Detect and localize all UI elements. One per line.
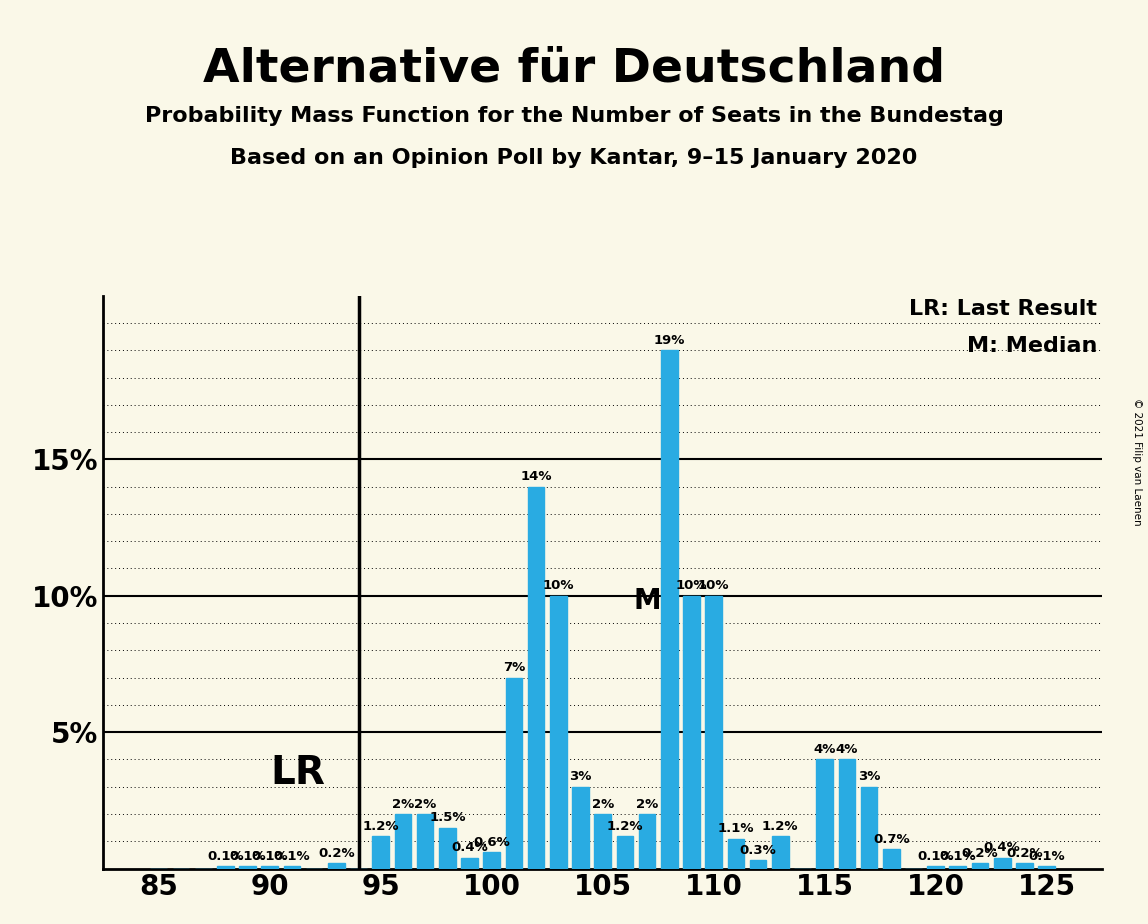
Bar [217,866,234,869]
Text: 4%: 4% [836,743,858,756]
Text: 10%: 10% [698,579,729,592]
Text: © 2021 Filip van Laenen: © 2021 Filip van Laenen [1132,398,1142,526]
Text: 1.5%: 1.5% [429,811,466,824]
Text: 0.4%: 0.4% [451,842,488,855]
Text: 19%: 19% [653,334,685,347]
Text: 1.2%: 1.2% [606,820,643,833]
Text: 7%: 7% [503,662,525,675]
Bar [595,814,611,869]
Bar [728,839,744,869]
Text: 1.2%: 1.2% [762,820,799,833]
Bar [816,760,833,869]
Bar [528,487,544,869]
Text: 0.1%: 0.1% [1029,849,1065,863]
Text: 0.1%: 0.1% [230,849,266,863]
Bar [928,866,944,869]
Bar [262,866,278,869]
Text: 3%: 3% [569,771,591,784]
Text: 0.1%: 0.1% [273,849,310,863]
Text: Alternative für Deutschland: Alternative für Deutschland [203,46,945,91]
Text: 3%: 3% [858,771,881,784]
Text: 0.1%: 0.1% [917,849,954,863]
Bar [994,857,1010,869]
Bar [683,596,700,869]
Bar [750,860,767,869]
Text: 0.7%: 0.7% [872,833,909,846]
Bar [461,857,478,869]
Text: M: Median: M: Median [967,335,1097,356]
Text: 10%: 10% [676,579,707,592]
Text: 2%: 2% [591,797,614,810]
Text: 1.2%: 1.2% [363,820,400,833]
Text: M: M [634,587,661,614]
Bar [771,836,789,869]
Text: Based on an Opinion Poll by Kantar, 9–15 January 2020: Based on an Opinion Poll by Kantar, 9–15… [231,148,917,168]
Bar [328,863,344,869]
Bar [705,596,722,869]
Bar [838,760,855,869]
Text: LR: LR [271,754,325,792]
Text: 10%: 10% [543,579,574,592]
Bar [372,836,389,869]
Text: 0.2%: 0.2% [962,846,999,860]
Bar [1016,863,1033,869]
Text: 0.1%: 0.1% [939,849,976,863]
Text: 0.1%: 0.1% [251,849,288,863]
Text: LR: Last Result: LR: Last Result [909,298,1097,319]
Bar [550,596,567,869]
Bar [239,866,256,869]
Text: 2%: 2% [636,797,658,810]
Bar [971,863,988,869]
Text: Probability Mass Function for the Number of Seats in the Bundestag: Probability Mass Function for the Number… [145,106,1003,127]
Text: 0.4%: 0.4% [984,842,1021,855]
Bar [949,866,967,869]
Bar [417,814,434,869]
Bar [661,350,677,869]
Text: 2%: 2% [391,797,414,810]
Bar [861,786,877,869]
Bar [638,814,656,869]
Bar [395,814,411,869]
Bar [616,836,634,869]
Text: 0.2%: 0.2% [318,846,355,860]
Bar [505,677,522,869]
Bar [572,786,589,869]
Text: 0.1%: 0.1% [207,849,243,863]
Bar [483,852,501,869]
Text: 0.3%: 0.3% [739,845,776,857]
Text: 14%: 14% [520,470,552,483]
Bar [1038,866,1055,869]
Text: 0.6%: 0.6% [473,836,510,849]
Text: 0.2%: 0.2% [1006,846,1042,860]
Text: 4%: 4% [814,743,836,756]
Text: 2%: 2% [414,797,436,810]
Bar [439,828,456,869]
Text: 1.1%: 1.1% [718,822,754,835]
Bar [883,849,900,869]
Bar [284,866,301,869]
